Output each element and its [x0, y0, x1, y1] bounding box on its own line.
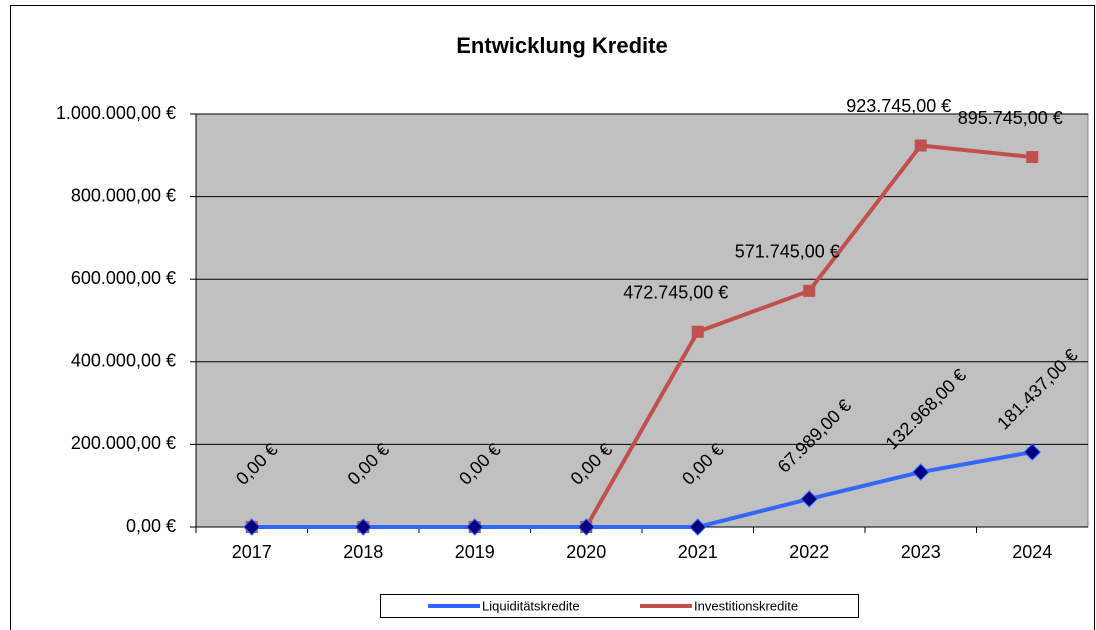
marker — [1023, 443, 1041, 461]
y-tick-label: 400.000,00 € — [71, 351, 176, 371]
x-tick-label: 2022 — [789, 542, 829, 562]
data-label: 895.745,00 € — [958, 108, 1063, 128]
marker — [466, 518, 484, 536]
legend — [380, 594, 859, 618]
x-tick-label: 2019 — [455, 542, 495, 562]
marker — [243, 518, 261, 536]
x-tick-label: 2023 — [901, 542, 941, 562]
y-tick-label: 0,00 € — [126, 516, 176, 536]
marker — [803, 284, 816, 297]
legend-label: Liquiditätskredite — [482, 598, 580, 613]
x-tick-label: 2018 — [343, 542, 383, 562]
y-tick-label: 600.000,00 € — [71, 268, 176, 288]
x-tick-label: 2024 — [1012, 542, 1052, 562]
legend-label: Investitionskredite — [694, 598, 798, 613]
data-label: 472.745,00 € — [623, 283, 728, 303]
marker — [577, 518, 595, 536]
x-tick-label: 2020 — [566, 542, 606, 562]
marker — [912, 463, 930, 481]
y-tick-label: 200.000,00 € — [71, 433, 176, 453]
plot-area — [195, 113, 1089, 528]
x-tick-label: 2017 — [232, 542, 272, 562]
marker — [689, 518, 707, 536]
marker — [800, 490, 818, 508]
series-line — [251, 450, 1033, 529]
y-tick-label: 1.000.000,00 € — [56, 103, 176, 123]
marker — [1026, 151, 1039, 164]
x-tick-label: 2021 — [678, 542, 718, 562]
marker — [914, 139, 927, 152]
data-label: 571.745,00 € — [735, 242, 840, 262]
marker — [691, 325, 704, 338]
marker — [354, 518, 372, 536]
data-label: 923.745,00 € — [846, 96, 951, 116]
y-tick-label: 800.000,00 € — [71, 185, 176, 205]
chart-title: Entwicklung Kredite — [456, 33, 667, 58]
